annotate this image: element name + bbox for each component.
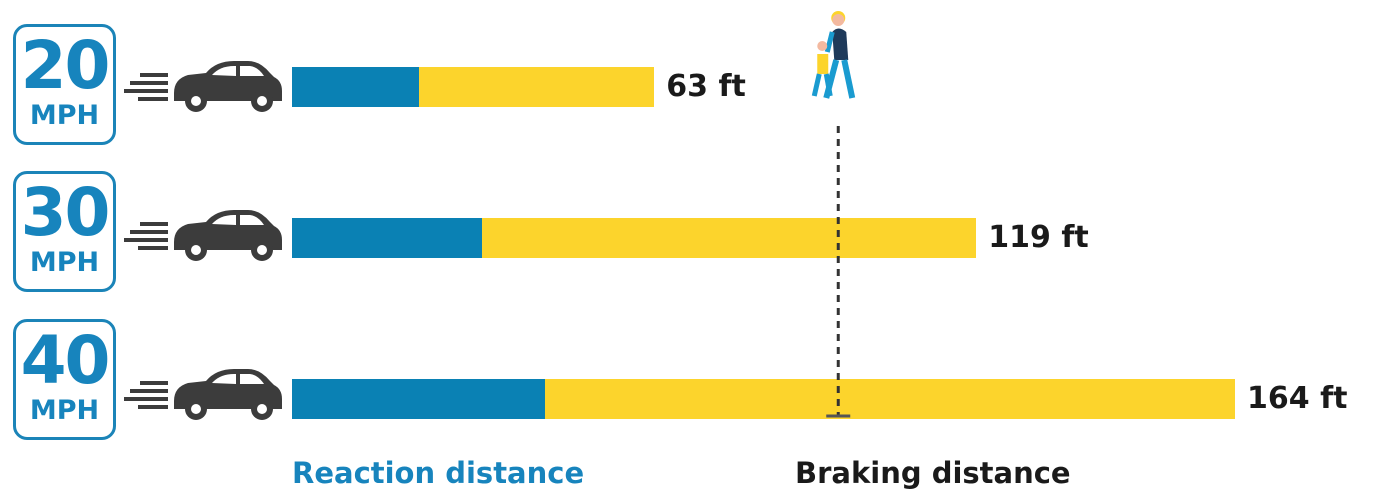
pedestrians-icon xyxy=(811,11,856,99)
speed-sign-unit: MPH xyxy=(29,247,100,278)
distance-label: 119 ft xyxy=(988,220,1089,255)
speed-lines-icon xyxy=(124,381,168,409)
bar-row-30mph xyxy=(292,218,977,258)
speed-sign-number: 20 xyxy=(20,27,111,104)
bar-segment-braking xyxy=(418,67,655,107)
distance-label: 63 ft xyxy=(666,69,746,104)
bar-segment-reaction xyxy=(292,218,482,258)
speed-lines-icon xyxy=(124,222,168,250)
speed-sign-30: 30 MPH xyxy=(13,171,116,292)
speed-sign-unit: MPH xyxy=(29,100,100,131)
bar-segment-reaction xyxy=(292,67,419,107)
car-icon xyxy=(124,61,282,112)
speed-sign-number: 30 xyxy=(20,174,111,251)
car-icon xyxy=(124,210,282,261)
speed-sign-20: 20 MPH xyxy=(13,24,116,145)
bar-segment-braking xyxy=(481,218,977,258)
distance-label: 164 ft xyxy=(1247,381,1348,416)
speed-lines-icon xyxy=(124,73,168,101)
legend-reaction-distance: Reaction distance xyxy=(292,456,585,490)
bar-row-40mph xyxy=(292,379,1235,419)
bar-row-20mph xyxy=(292,67,655,107)
bar-segment-braking xyxy=(545,379,1235,419)
speed-sign-40: 40 MPH xyxy=(13,319,116,440)
speed-sign-number: 40 xyxy=(20,322,111,399)
speed-sign-unit: MPH xyxy=(29,395,100,426)
bar-segment-reaction xyxy=(292,379,545,419)
car-icon xyxy=(124,369,282,420)
legend-braking-distance: Braking distance xyxy=(795,456,1071,490)
